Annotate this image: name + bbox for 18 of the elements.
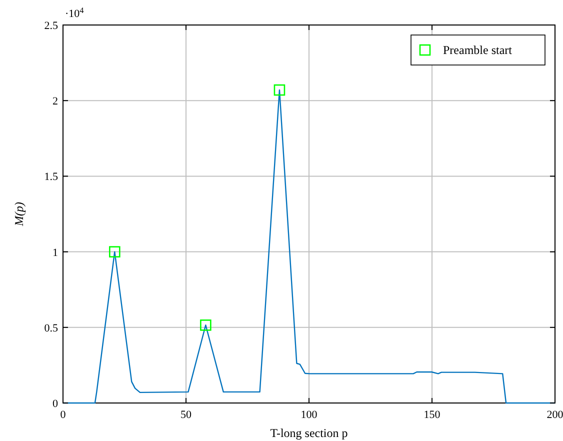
point: [200, 319, 212, 331]
x-axis-title: T-long section p: [270, 426, 348, 440]
y-tick-label: 1: [52, 246, 58, 259]
point: [274, 84, 286, 96]
x-tick-label: 150: [424, 409, 441, 421]
x-tick-label: 0: [60, 409, 66, 421]
legend-label: Preamble start: [443, 43, 513, 57]
text: ·10$^{4}$: [65, 6, 84, 20]
y-tick-label: 0.5: [44, 322, 58, 334]
x-tick-label: 200: [546, 409, 563, 421]
y-tick-label: 2.5: [44, 20, 58, 32]
x-tick-label: 50: [180, 409, 192, 421]
y-tick-label: 0: [52, 398, 58, 410]
point: [109, 246, 120, 258]
x-tick-label: 100: [300, 409, 318, 421]
y-tick-label: 2: [52, 96, 58, 108]
y-axis-title: M(p): [12, 202, 26, 227]
y-tick-label: 1.5: [44, 171, 58, 184]
